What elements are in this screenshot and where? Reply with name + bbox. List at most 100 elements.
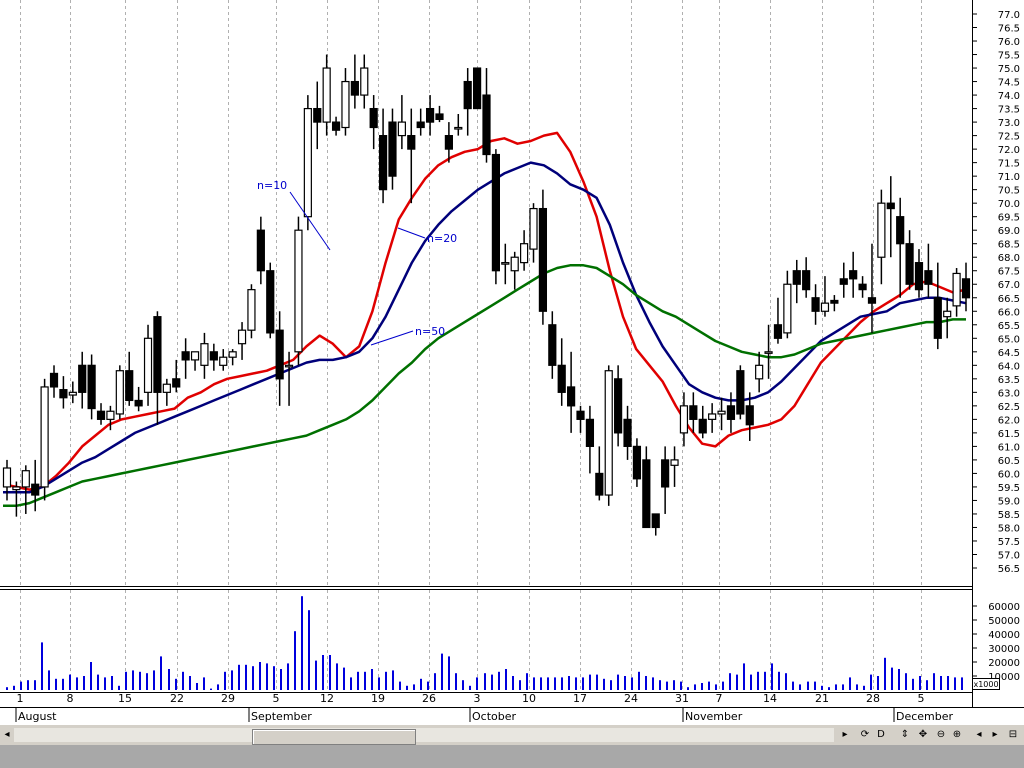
candle xyxy=(651,513,660,536)
scroll-thumb[interactable] xyxy=(252,729,416,745)
volume-bar xyxy=(392,670,394,690)
price-tick-label-18: 65.5 xyxy=(998,321,1020,332)
candle xyxy=(802,257,811,298)
candle xyxy=(698,405,707,439)
move-icon[interactable]: ✥ xyxy=(918,729,928,740)
candle xyxy=(407,108,416,204)
candle-body-down xyxy=(914,262,924,291)
volume-bar xyxy=(469,685,471,690)
candle xyxy=(275,311,284,406)
volume-bar xyxy=(238,664,240,690)
candle xyxy=(303,95,312,231)
volume-bar xyxy=(287,663,289,690)
price-tick-label-11: 62.0 xyxy=(998,415,1020,426)
day-label-13: 31 xyxy=(675,692,689,705)
volume-scale-label: x1000 xyxy=(972,678,1000,690)
candle xyxy=(87,354,96,420)
volume-bar xyxy=(385,671,387,690)
volume-bar xyxy=(863,685,865,690)
candle-body-up xyxy=(162,383,171,393)
candle-body-up xyxy=(12,486,21,491)
volume-bar xyxy=(617,674,619,690)
volume-bar xyxy=(153,670,155,690)
candle-body-down xyxy=(745,405,754,426)
price-tick-label-8: 60.5 xyxy=(998,456,1020,467)
candle-body-up xyxy=(520,243,529,264)
annotation-label-2: n=50 xyxy=(415,325,445,338)
volume-bar xyxy=(259,662,261,690)
candle-body-up xyxy=(360,67,369,96)
candle-body-down xyxy=(256,229,265,272)
day-label-14: 7 xyxy=(716,692,723,705)
candle xyxy=(2,459,12,501)
candle-body-down xyxy=(651,513,660,529)
page-right-icon[interactable]: ▸ xyxy=(992,729,998,740)
annotation-pointer-2 xyxy=(370,330,414,346)
volume-bar xyxy=(778,671,780,690)
vertical-resize-icon[interactable]: ⇕ xyxy=(900,729,910,740)
period-daily-button[interactable]: D xyxy=(877,729,885,740)
candle-body-down xyxy=(275,329,284,380)
candle xyxy=(661,446,670,514)
volume-bar xyxy=(413,684,415,690)
candle xyxy=(567,351,576,433)
candle-body-down xyxy=(388,121,397,177)
candle-body-down xyxy=(407,135,416,150)
candle-body-down xyxy=(585,418,595,447)
chart-scrollbar[interactable]: ◂ ▸ ⟳ D ⇕ ✥ ⊖ ⊕ ◂ ▸ ⊟ xyxy=(0,724,1024,745)
candle-body-down xyxy=(49,372,59,388)
candle xyxy=(858,276,867,298)
volume-bar xyxy=(266,663,268,690)
candle xyxy=(623,405,632,460)
candle xyxy=(952,268,961,317)
candle xyxy=(256,216,265,285)
price-tick-label-31: 72.0 xyxy=(998,145,1020,156)
candle xyxy=(943,297,952,339)
candle-body-down xyxy=(595,472,604,496)
volume-axis: 10000 20000 30000 40000 50000 60000 xyxy=(972,602,1020,683)
candle xyxy=(247,284,256,339)
zoom-out-icon[interactable]: ⊖ xyxy=(936,729,946,740)
volume-bar xyxy=(175,678,177,690)
candle-body-up xyxy=(952,272,961,307)
volume-tick-label-3: 40000 xyxy=(988,630,1020,641)
candle-body-down xyxy=(425,107,435,123)
day-label-2: 15 xyxy=(118,692,132,705)
candle-body-down xyxy=(698,418,707,434)
scroll-track[interactable] xyxy=(14,728,834,745)
candle xyxy=(143,324,153,406)
candle-body-down xyxy=(576,410,585,420)
scroll-left-button[interactable]: ◂ xyxy=(4,729,10,740)
candle-body-up xyxy=(717,410,726,415)
candle xyxy=(200,332,209,379)
annotation-label-1: n=20 xyxy=(427,232,457,245)
day-label-11: 17 xyxy=(573,692,587,705)
volume-bar xyxy=(125,671,127,690)
candle xyxy=(867,243,877,333)
volume-bar xyxy=(350,677,352,690)
candle xyxy=(764,324,773,379)
volume-bar xyxy=(575,677,577,690)
day-label-6: 12 xyxy=(320,692,334,705)
page-left-icon[interactable]: ◂ xyxy=(976,729,982,740)
day-label-5: 5 xyxy=(273,692,280,705)
candle xyxy=(115,365,124,420)
volume-bar xyxy=(610,680,612,690)
candle xyxy=(209,343,218,371)
price-tick-label-1: 57.0 xyxy=(998,550,1020,561)
volume-bar xyxy=(799,684,801,690)
candle xyxy=(905,230,914,290)
zoom-in-icon[interactable]: ⊕ xyxy=(952,729,962,740)
volume-bar xyxy=(701,683,703,690)
candle-body-down xyxy=(209,351,218,361)
candle xyxy=(679,392,689,447)
candle xyxy=(792,259,801,304)
volume-bar xyxy=(750,674,752,690)
price-tick-label-2: 57.5 xyxy=(998,537,1020,548)
volume-bar xyxy=(764,671,766,690)
panel-toggle-icon[interactable]: ⊟ xyxy=(1008,729,1018,740)
candle-body-up xyxy=(670,459,679,466)
refresh-icon[interactable]: ⟳ xyxy=(860,729,870,740)
scroll-right-button[interactable]: ▸ xyxy=(842,729,848,740)
candle-body-down xyxy=(896,216,905,245)
